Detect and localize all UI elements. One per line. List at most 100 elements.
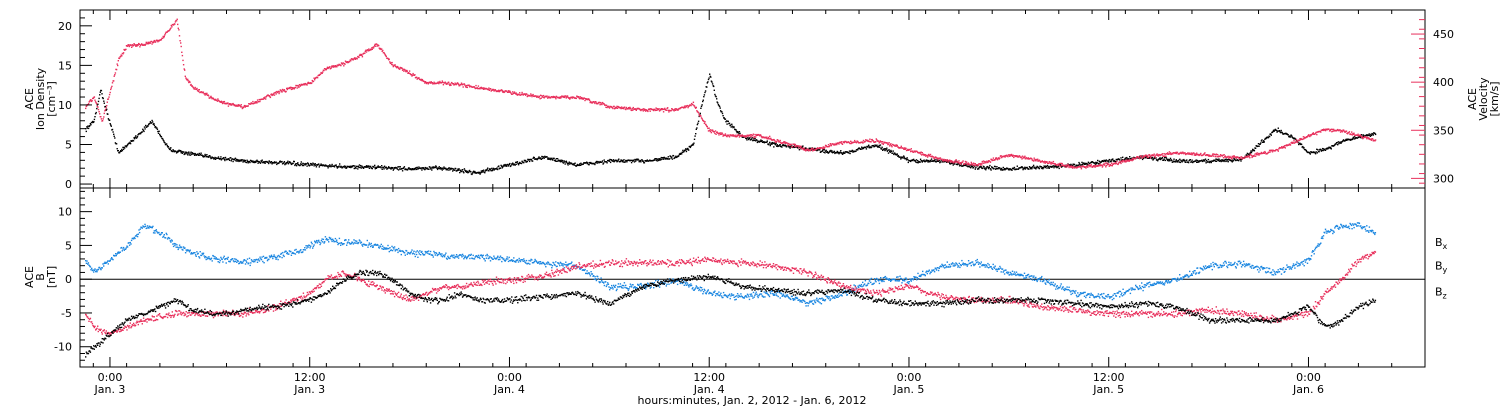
by-point bbox=[319, 243, 321, 246]
velocity-point bbox=[939, 157, 942, 159]
density-tick-label: 20 bbox=[58, 20, 72, 33]
density-point bbox=[139, 133, 142, 135]
velocity-point bbox=[540, 97, 542, 99]
velocity-point bbox=[391, 61, 393, 64]
velocity-point bbox=[922, 153, 925, 155]
density-point bbox=[493, 169, 495, 171]
density-point bbox=[882, 149, 884, 151]
density-point bbox=[770, 142, 773, 144]
density-point bbox=[96, 107, 98, 110]
density-point bbox=[713, 85, 715, 88]
density-point bbox=[1291, 135, 1293, 137]
velocity-point bbox=[149, 42, 152, 44]
by-point bbox=[100, 268, 102, 271]
by-point bbox=[188, 250, 190, 252]
velocity-point bbox=[721, 132, 723, 134]
velocity-point bbox=[1131, 159, 1133, 162]
velocity-point bbox=[446, 83, 449, 85]
density-point bbox=[205, 156, 207, 158]
density-point bbox=[905, 159, 908, 161]
density-point bbox=[1344, 139, 1346, 142]
velocity-point bbox=[679, 107, 681, 110]
density-point bbox=[496, 168, 499, 171]
velocity-point bbox=[441, 80, 443, 82]
density-point bbox=[615, 159, 618, 162]
velocity-point bbox=[1320, 131, 1322, 133]
by-point bbox=[294, 253, 297, 255]
density-point bbox=[768, 143, 770, 145]
density-point bbox=[273, 161, 276, 163]
density-point bbox=[104, 105, 107, 108]
density-point bbox=[746, 139, 748, 141]
density-point bbox=[99, 94, 101, 96]
density-point bbox=[1112, 158, 1114, 160]
density-point bbox=[964, 164, 967, 167]
velocity-point bbox=[330, 66, 333, 68]
density-point bbox=[983, 166, 985, 168]
density-point bbox=[962, 165, 964, 167]
density-point bbox=[992, 167, 994, 169]
velocity-point bbox=[128, 45, 131, 48]
density-point bbox=[1268, 135, 1271, 138]
density-point bbox=[861, 146, 863, 148]
velocity-point bbox=[921, 152, 923, 154]
density-point bbox=[388, 166, 390, 168]
velocity-point bbox=[108, 93, 111, 96]
velocity-point bbox=[135, 44, 138, 46]
by-point bbox=[254, 260, 256, 263]
velocity-point bbox=[716, 131, 718, 133]
velocity-point bbox=[543, 97, 545, 99]
density-point bbox=[254, 161, 256, 164]
density-point bbox=[376, 166, 379, 168]
by-point bbox=[250, 262, 252, 264]
velocity-point bbox=[1341, 131, 1344, 133]
density-point bbox=[775, 142, 777, 144]
density-point bbox=[1289, 136, 1292, 138]
density-point bbox=[970, 165, 972, 168]
density-point bbox=[750, 138, 753, 140]
density-point bbox=[978, 166, 981, 169]
velocity-point bbox=[268, 95, 270, 97]
velocity-point bbox=[936, 157, 939, 160]
density-point bbox=[526, 160, 528, 163]
velocity-point bbox=[967, 162, 970, 164]
velocity-point bbox=[221, 101, 223, 104]
density-point bbox=[1260, 142, 1262, 144]
density-point bbox=[154, 126, 157, 128]
velocity-point bbox=[805, 150, 807, 152]
density-point bbox=[851, 149, 854, 152]
density-point bbox=[878, 144, 880, 147]
density-point bbox=[1007, 167, 1009, 170]
density-point bbox=[766, 140, 768, 142]
density-point bbox=[1076, 164, 1078, 166]
density-point bbox=[1102, 160, 1105, 163]
density-point bbox=[431, 169, 433, 171]
velocity-point bbox=[979, 163, 981, 165]
density-point bbox=[443, 166, 445, 168]
by-point bbox=[294, 249, 296, 251]
density-point bbox=[893, 153, 895, 156]
density-point bbox=[549, 158, 552, 161]
velocity-point bbox=[429, 82, 432, 84]
by-point bbox=[126, 245, 128, 247]
density-point bbox=[675, 155, 677, 157]
by-point bbox=[146, 225, 149, 227]
velocity-point bbox=[783, 142, 785, 144]
density-point bbox=[382, 166, 385, 169]
by-point bbox=[298, 251, 301, 253]
velocity-point bbox=[1374, 140, 1376, 142]
velocity-point bbox=[197, 89, 199, 91]
velocity-point bbox=[1252, 155, 1254, 158]
density-point bbox=[917, 162, 919, 164]
density-point bbox=[180, 152, 182, 154]
velocity-point bbox=[410, 74, 413, 76]
velocity-point bbox=[667, 107, 669, 109]
velocity-point bbox=[1289, 144, 1292, 146]
density-point bbox=[324, 165, 326, 167]
velocity-point bbox=[376, 43, 378, 46]
velocity-point bbox=[511, 93, 513, 95]
density-point bbox=[1126, 156, 1128, 159]
density-point bbox=[717, 104, 720, 106]
density-point bbox=[1321, 149, 1323, 152]
density-point bbox=[302, 164, 305, 167]
